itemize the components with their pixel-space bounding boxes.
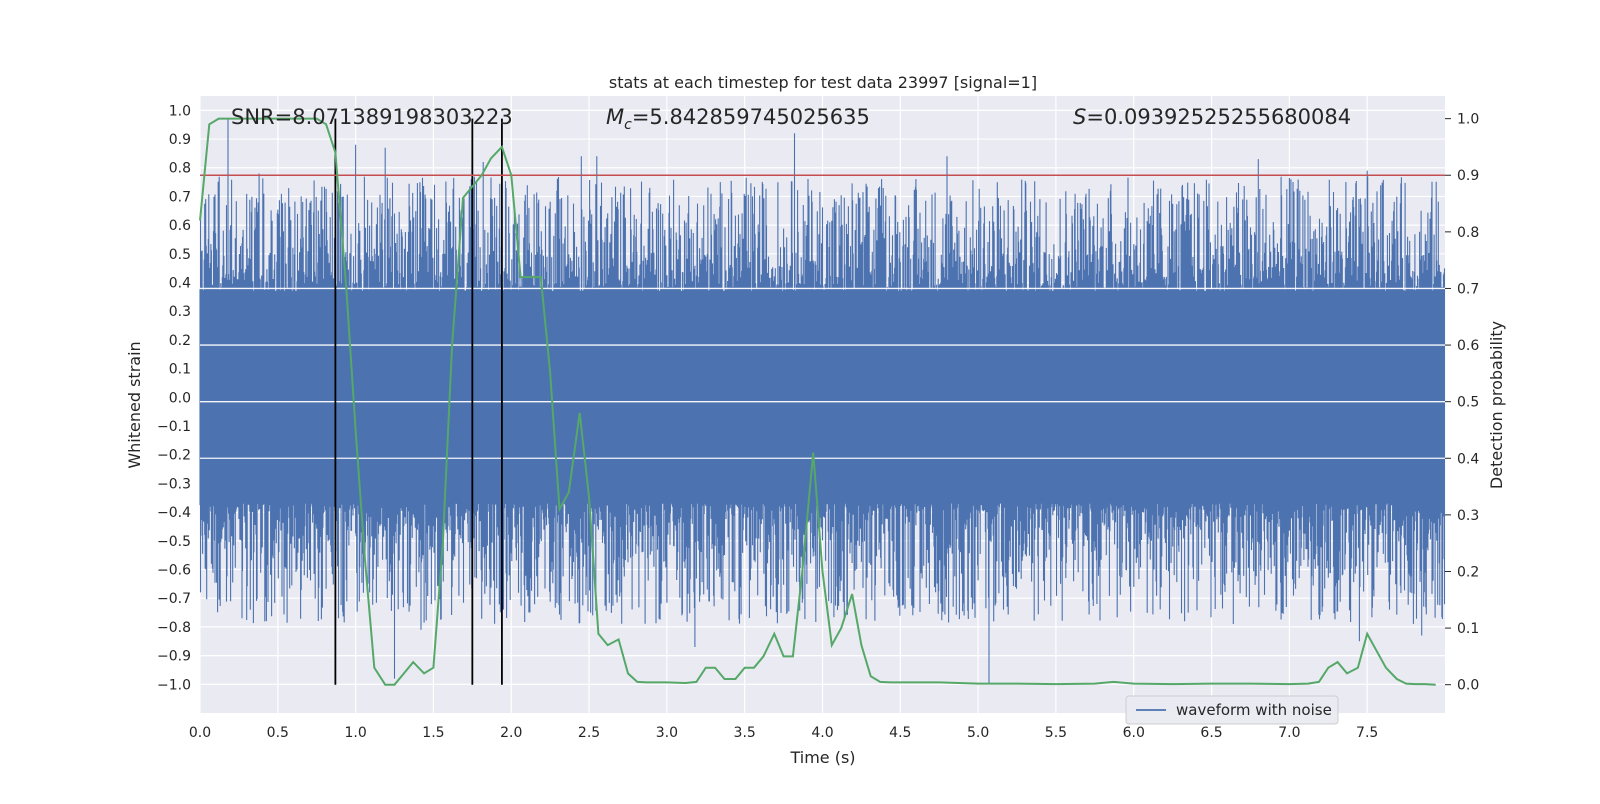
y-left-tick-labels: 1.0 0.9 0.8 0.7 0.6 0.5 0.4 0.3 0.2 0.1 0.0 −0.1 −0.…: [157, 103, 191, 693]
x-tick-label: 7.0: [1278, 725, 1300, 741]
legend-label: waveform with noise: [1176, 701, 1332, 719]
x-tick-label: 4.0: [811, 725, 833, 741]
y-left-tick-label: 0.8: [169, 161, 191, 177]
s-annotation: S=0.09392525255680084: [1073, 105, 1351, 129]
snr-annotation: SNR=8.071389198303223: [231, 105, 513, 129]
x-tick-label: 7.5: [1356, 725, 1378, 741]
y-right-tick-label: 0.1: [1457, 621, 1479, 637]
y-right-tick-label: 0.9: [1457, 168, 1479, 184]
y-axis-label-right: Detection probability: [1487, 321, 1506, 489]
y-left-tick-label: 1.0: [169, 103, 191, 119]
x-tick-label: 5.5: [1045, 725, 1067, 741]
y-left-tick-label: −0.3: [157, 476, 191, 492]
y-left-tick-label: −0.9: [157, 649, 191, 665]
y-left-tick-label: 0.9: [169, 132, 191, 148]
y-axis-label-left: Whitened strain: [125, 341, 144, 468]
x-tick-label: 5.0: [967, 725, 989, 741]
mc-subscript: c: [624, 117, 632, 133]
y-left-tick-label: 0.0: [169, 390, 191, 406]
x-tick-label: 6.0: [1123, 725, 1145, 741]
y-right-tick-label: 0.7: [1457, 281, 1479, 297]
s-value: =0.09392525255680084: [1086, 105, 1351, 129]
y-left-tick-label: −0.7: [157, 591, 191, 607]
mc-symbol: M: [606, 105, 624, 129]
probability-series: [199, 117, 1436, 686]
grid-overlay: [200, 287, 1445, 459]
y-right-tick-label: 1.0: [1457, 112, 1479, 128]
y-left-tick-label: −0.1: [157, 419, 191, 435]
x-tick-label: 4.5: [889, 725, 911, 741]
y-left-tick-label: 0.6: [169, 218, 191, 234]
chart-title: stats at each timestep for test data 239…: [609, 73, 1037, 92]
x-axis-label: Time (s): [789, 748, 855, 767]
waveform-series: [199, 119, 1446, 685]
y-right-tick-label: 0.6: [1457, 338, 1479, 354]
y-right-tick-label: 0.5: [1457, 395, 1479, 411]
x-tick-label: 2.5: [578, 725, 600, 741]
y-left-tick-label: 0.2: [169, 333, 191, 349]
y-left-tick-label: 0.5: [169, 247, 191, 263]
y-left-tick-label: −1.0: [157, 677, 191, 693]
y-right-tick-label: 0.8: [1457, 225, 1479, 241]
y-left-tick-label: 0.1: [169, 362, 191, 378]
y-left-tick-label: −0.8: [157, 620, 191, 636]
x-tick-label: 6.5: [1200, 725, 1222, 741]
probability-line: [199, 117, 1436, 686]
mc-value: =5.842859745025635: [632, 105, 870, 129]
s-symbol: S: [1073, 105, 1086, 129]
legend-box: [1125, 695, 1339, 725]
y-right-tick-labels: 1.0 0.9 0.8 0.7 0.6 0.5 0.4 0.3 0.2 0.1 0.0: [1445, 112, 1479, 694]
x-tick-label: 0.0: [189, 725, 211, 741]
x-tick-label: 3.0: [656, 725, 678, 741]
y-left-tick-label: −0.2: [157, 448, 191, 464]
y-left-tick-label: 0.7: [169, 189, 191, 205]
legend: waveform with noise: [1125, 695, 1339, 725]
x-tick-label: 1.5: [422, 725, 444, 741]
x-tick-labels: 0.0 0.5 1.0 1.5 2.0 2.5 3.0 3.5 4.0 4.5 5.0 5.5 6.0 6…: [189, 725, 1378, 741]
y-left-tick-label: −0.5: [157, 534, 191, 550]
waveform-line: [199, 119, 1446, 685]
x-tick-label: 0.5: [267, 725, 289, 741]
x-tick-label: 1.0: [344, 725, 366, 741]
x-tick-label: 2.0: [500, 725, 522, 741]
y-left-tick-label: −0.6: [157, 563, 191, 579]
y-left-tick-label: 0.4: [169, 276, 191, 292]
y-right-tick-label: 0.2: [1457, 564, 1479, 580]
y-left-tick-label: 0.3: [169, 304, 191, 320]
y-right-tick-label: 0.4: [1457, 451, 1479, 467]
y-right-tick-label: 0.0: [1457, 678, 1479, 694]
x-tick-label: 3.5: [734, 725, 756, 741]
mc-annotation: Mc=5.842859745025635: [606, 105, 870, 133]
y-left-tick-label: −0.4: [157, 505, 191, 521]
vertical-markers: [334, 118, 503, 685]
y-right-tick-label: 0.3: [1457, 508, 1479, 524]
